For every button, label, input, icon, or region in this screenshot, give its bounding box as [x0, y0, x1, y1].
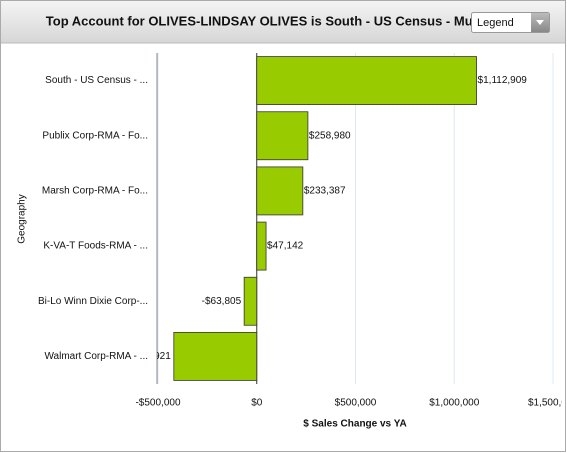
- y-tick-label: Walmart Corp-RMA - ...: [44, 351, 148, 362]
- legend-dropdown[interactable]: Legend: [471, 12, 550, 33]
- bar: [173, 332, 258, 381]
- x-ticks: -$500,000 $0 $500,000 $1,000,000 $1,500,000: [135, 398, 567, 409]
- dropdown-box[interactable]: [471, 12, 550, 33]
- chart-title: Top Account for OLIVES-LINDSAY OLIVES is…: [46, 13, 484, 28]
- bar: [256, 56, 477, 105]
- bar: [243, 276, 258, 326]
- bar: [256, 111, 309, 161]
- x-tick-label: $500,000: [335, 398, 377, 409]
- value-label: $1,112,909: [478, 75, 528, 86]
- x-tick-label: -$500,000: [135, 398, 180, 409]
- x-axis-title: $ Sales Change vs YA: [303, 419, 406, 430]
- x-tick-label: $1,000,000: [429, 398, 479, 409]
- value-label: $233,387: [304, 186, 346, 197]
- y-tick-label: K-VA-T Foods-RMA - ...: [43, 241, 148, 252]
- y-tick-label: Publix Corp-RMA - Fo...: [42, 130, 148, 141]
- y-tick-label: Bi-Lo Winn Dixie Corp-...: [38, 296, 148, 307]
- x-tick-label: $0: [251, 398, 263, 409]
- value-label: -$419,921: [126, 351, 171, 362]
- value-label: -$63,805: [202, 296, 242, 307]
- x-tick-label: $1,500,000: [528, 398, 567, 409]
- value-label: $47,142: [267, 241, 304, 252]
- y-tick-label: South - US Census - ...: [45, 75, 148, 86]
- bar: [256, 221, 267, 271]
- bar: [256, 166, 304, 216]
- bars: $1,112,909 $258,980 $233,387 $47,142 -$63,80…: [126, 56, 528, 381]
- dropdown-label[interactable]: Legend: [477, 17, 514, 29]
- dropdown-arrow: [536, 20, 544, 25]
- y-tick-label: Marsh Corp-RMA - Fo...: [42, 186, 148, 197]
- y-axis-title: Geography: [17, 194, 28, 243]
- value-label: $258,980: [309, 130, 351, 141]
